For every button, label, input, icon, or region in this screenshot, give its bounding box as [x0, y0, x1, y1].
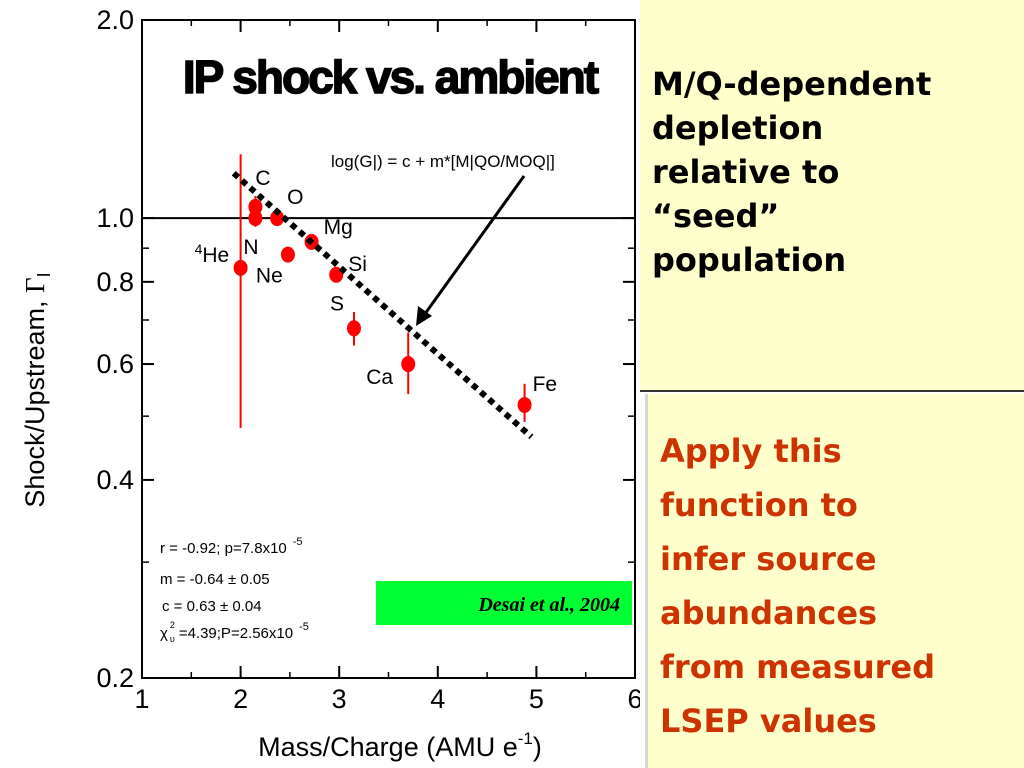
point-label: C — [255, 167, 270, 190]
plot-frame — [141, 19, 636, 679]
x-tick-label: 2 — [233, 684, 248, 714]
fit-line — [231, 170, 534, 440]
point-label: 4He — [195, 241, 230, 267]
arrow-head — [416, 306, 432, 326]
y-tick-label: 2.0 — [96, 5, 134, 35]
citation: Desai et al., 2004 — [477, 594, 620, 616]
point-label: Si — [348, 253, 367, 276]
data-point — [248, 210, 263, 227]
data-point — [233, 259, 248, 276]
stat-c: c = 0.63 ± 0.04 — [162, 598, 262, 615]
data-point — [346, 320, 361, 337]
stat-r: r = -0.92; p=7.8x10 -5 — [160, 536, 303, 557]
y-tick-label: 0.6 — [96, 349, 134, 379]
summary-text: M/Q-dependent depletion relative to “see… — [652, 65, 932, 279]
application-text: Apply this function to infer source abun… — [660, 432, 936, 740]
point-label: Mg — [324, 216, 353, 239]
x-tick-label: 5 — [529, 684, 544, 714]
point-label: Fe — [533, 373, 558, 396]
data-point — [401, 356, 416, 373]
point-label: Ca — [366, 366, 393, 389]
stat-chi: χ 2 υ =4.39;P=2.56x10 -5 — [160, 620, 309, 644]
point-label: Ne — [256, 265, 283, 288]
x-tick-label: 4 — [430, 684, 445, 714]
point-label: O — [287, 186, 303, 209]
scatter-chart: 1 2 3 4 5 6 0.2 0.4 0.6 0.8 1.0 2.0 4He C N O Ne Mg SiS Ca… — [20, 5, 640, 762]
axis-ticks: 1 2 3 4 5 6 0.2 0.4 0.6 0.8 1.0 2.0 — [96, 5, 640, 714]
x-axis-label: Mass/Charge (AMU e-1) — [258, 729, 542, 762]
stat-m: m = -0.64 ± 0.05 — [160, 571, 270, 588]
data-point — [248, 198, 263, 215]
application-panel: Apply this function to infer source abun… — [648, 394, 1024, 768]
annotation-arrow — [420, 175, 526, 319]
point-label: N — [243, 236, 258, 259]
y-tick-label: 0.2 — [96, 663, 134, 693]
y-tick-label: 0.8 — [96, 267, 134, 297]
citation-box — [376, 581, 632, 625]
x-tick-label: 1 — [134, 684, 149, 714]
x-tick-label: 6 — [627, 684, 640, 714]
data-point — [280, 246, 295, 263]
y-tick-label: 1.0 — [96, 203, 134, 233]
summary-panel: M/Q-dependent depletion relative to “see… — [640, 0, 1024, 390]
chart-title: IP shock vs. ambient — [183, 51, 599, 103]
fit-equation: log(G|) = c + m*[M|QO/MOQ|] — [331, 152, 555, 171]
data-point — [517, 396, 532, 413]
y-tick-label: 0.4 — [96, 465, 134, 495]
y-axis-label: Shock/Upstream, ΓI — [20, 272, 54, 507]
data-point — [270, 210, 285, 227]
panel-divider — [640, 390, 1024, 392]
point-label: S — [330, 292, 344, 315]
data-points: 4He C N O Ne Mg SiS Ca Fe — [195, 154, 557, 428]
x-tick-label: 3 — [332, 684, 347, 714]
panel-edge — [645, 394, 648, 768]
